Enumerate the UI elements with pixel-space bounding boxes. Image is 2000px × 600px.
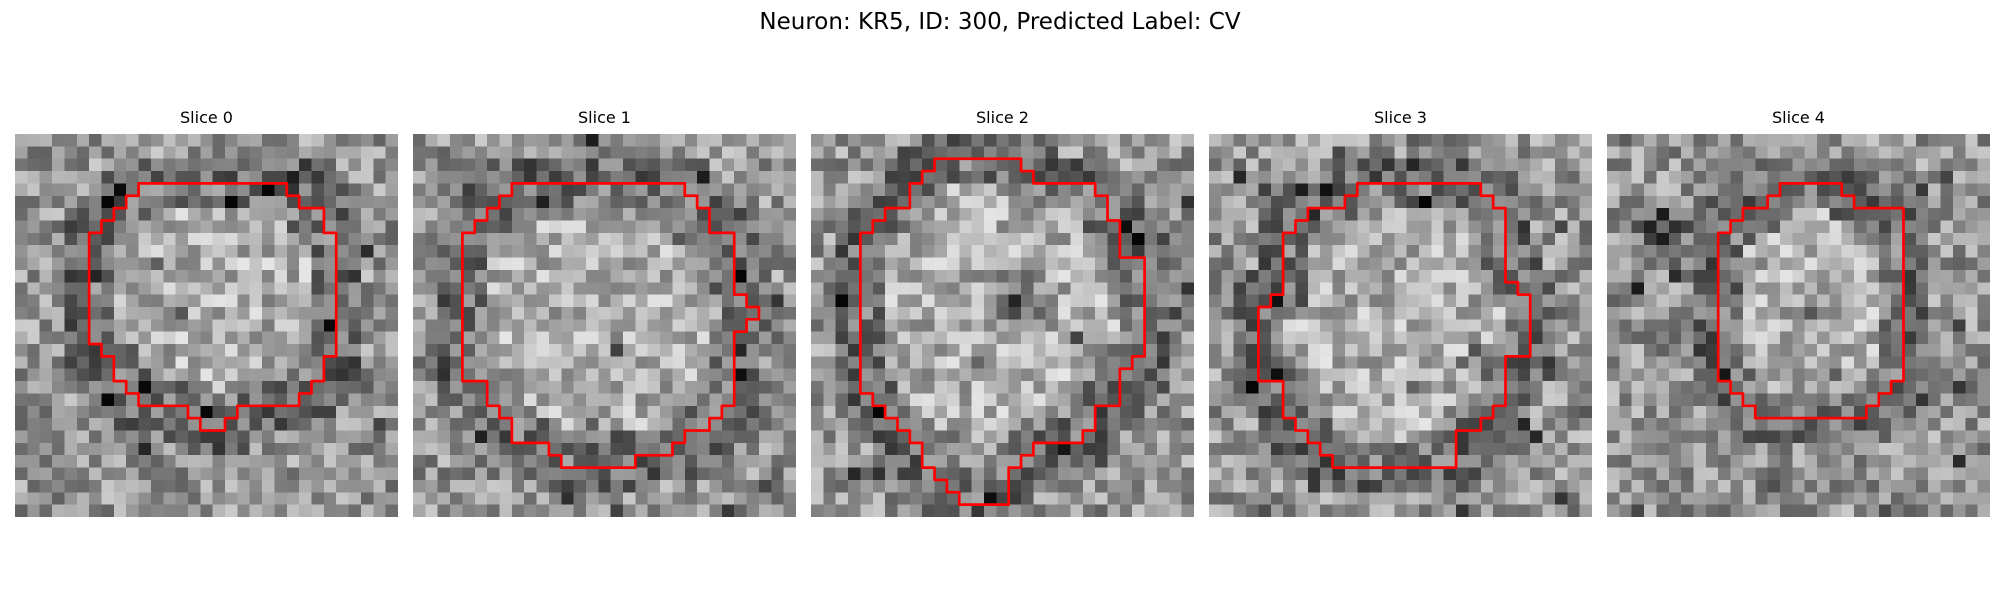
slice-panel-2: Slice 2 <box>811 108 1194 517</box>
segmentation-contour <box>461 182 761 469</box>
slice-image <box>413 134 796 517</box>
slice-image <box>1607 134 1990 517</box>
segmentation-contour <box>1716 182 1905 420</box>
pixel-grid <box>1607 134 1990 517</box>
slice-panel-0: Slice 0 <box>15 108 398 517</box>
segmentation-contour <box>1257 182 1532 469</box>
figure-title: Neuron: KR5, ID: 300, Predicted Label: C… <box>759 9 1241 35</box>
slice-title: Slice 0 <box>180 108 233 127</box>
pixel-grid <box>811 134 1194 517</box>
slice-title: Slice 4 <box>1772 108 1825 127</box>
slice-panel-1: Slice 1 <box>413 108 796 517</box>
slice-title: Slice 3 <box>1374 108 1427 127</box>
slice-title: Slice 1 <box>578 108 631 127</box>
pixel-grid <box>413 134 796 517</box>
slice-image <box>1209 134 1592 517</box>
slice-image <box>15 134 398 517</box>
slice-panel-3: Slice 3 <box>1209 108 1592 517</box>
slice-image <box>811 134 1194 517</box>
slice-panel-4: Slice 4 <box>1607 108 1990 517</box>
slice-title: Slice 2 <box>976 108 1029 127</box>
pixel-grid <box>1209 134 1592 517</box>
segmentation-contour <box>87 182 338 432</box>
pixel-grid <box>15 134 398 517</box>
segmentation-contour <box>859 157 1146 507</box>
